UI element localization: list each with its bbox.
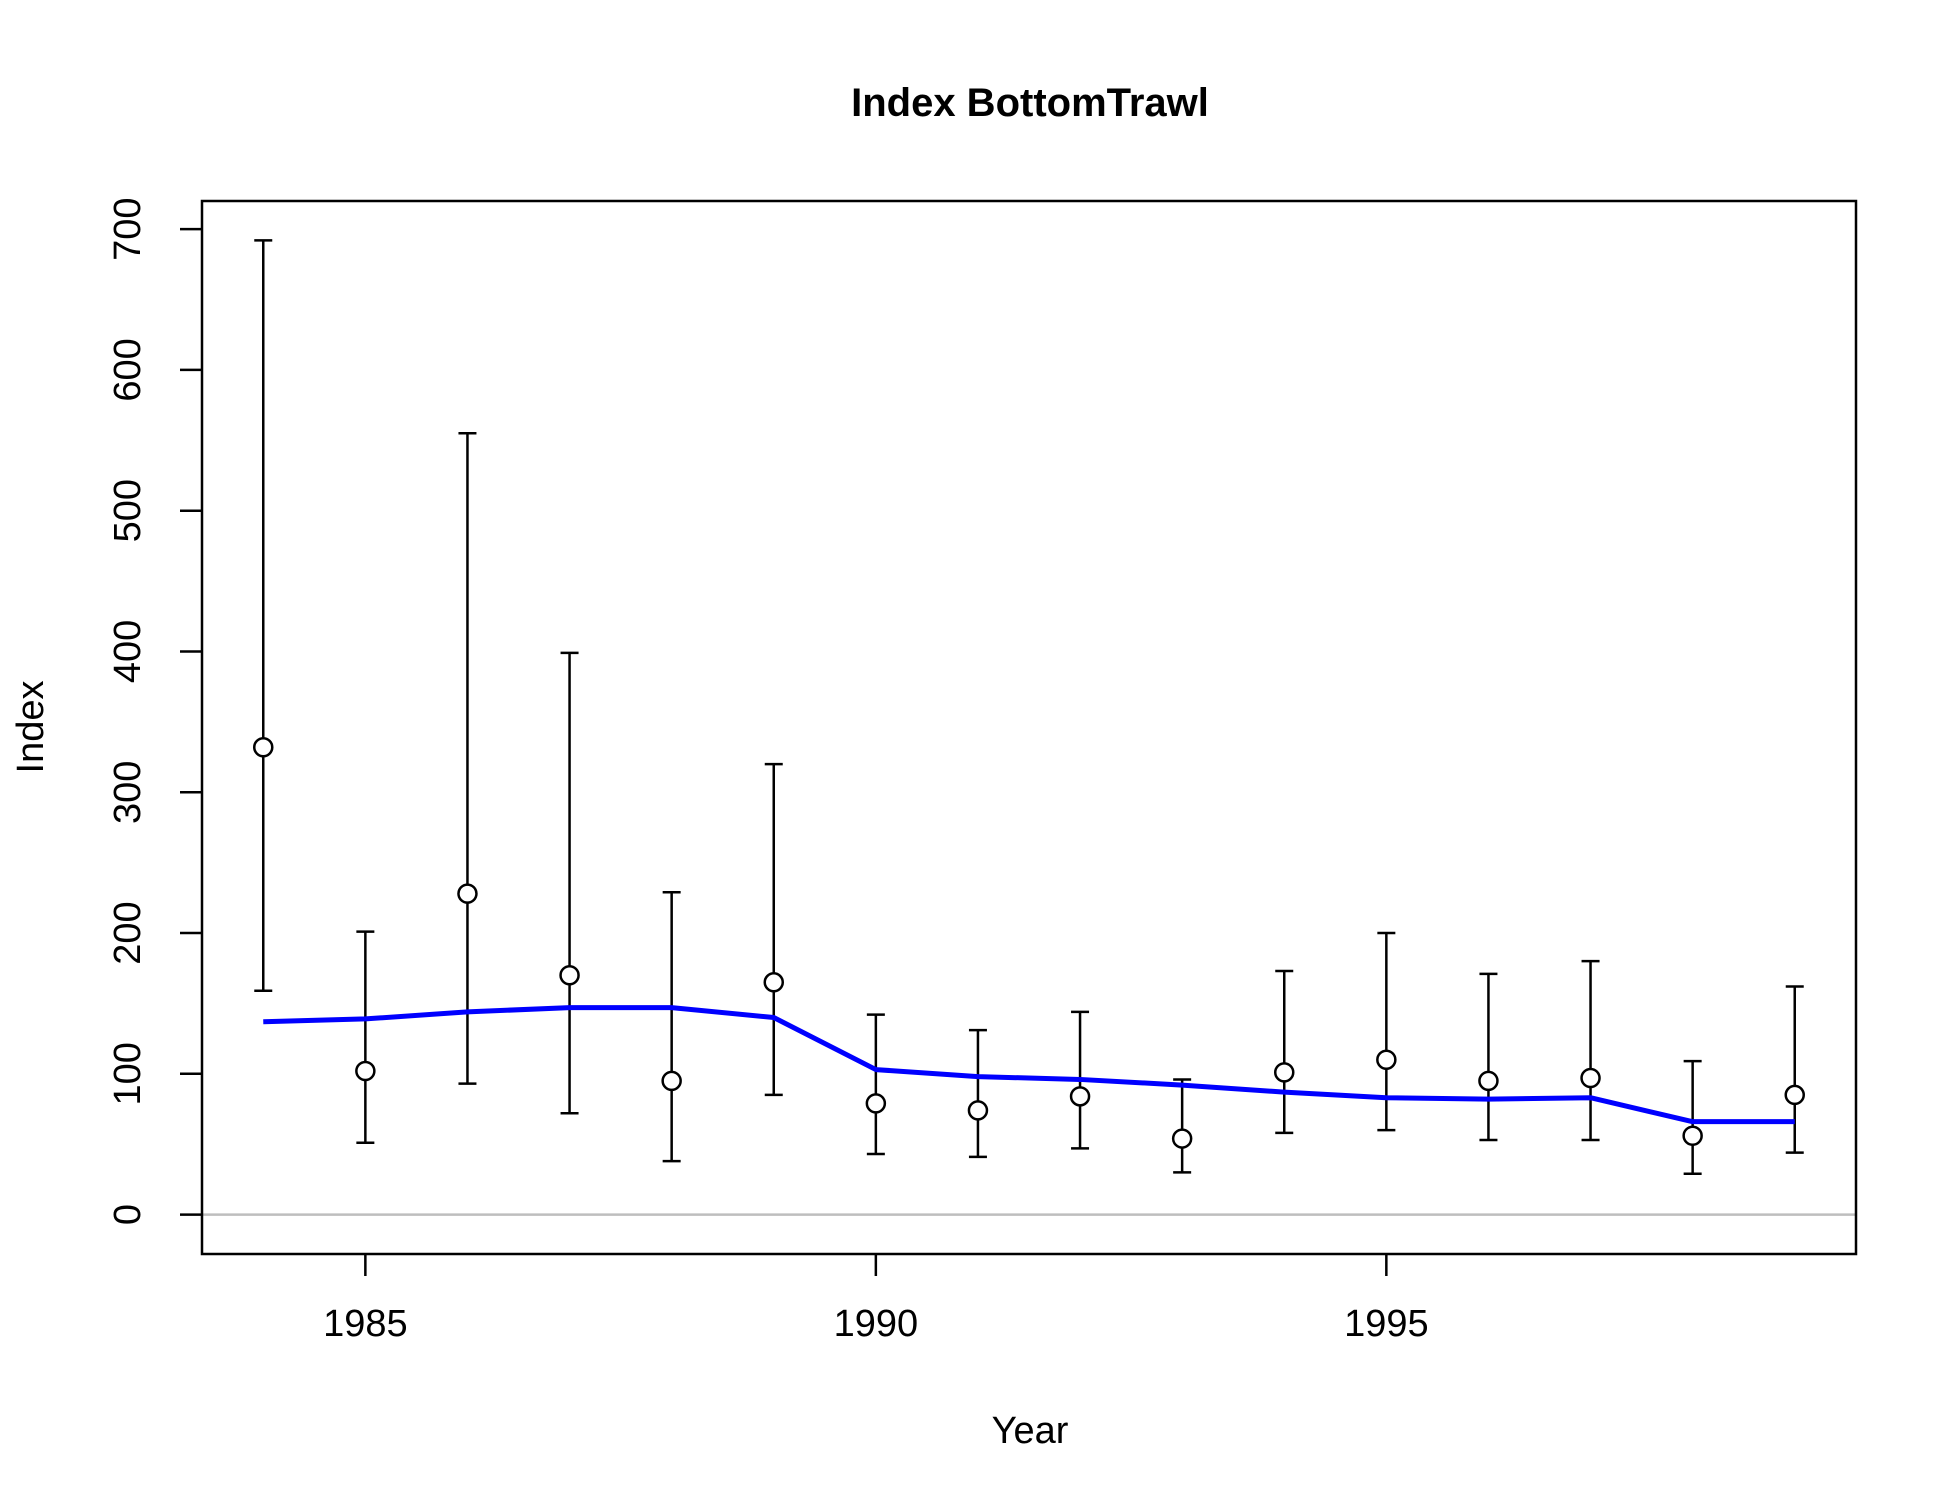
error-bar (866, 1013, 885, 1156)
error-bar (1785, 985, 1804, 1154)
fitted-series-line (263, 1005, 1795, 1125)
y-tick-label: 0 (107, 1204, 149, 1225)
observed-point (253, 736, 274, 758)
x-tick-label: 1985 (323, 1303, 408, 1345)
plot-frame (200, 199, 1858, 1256)
error-bar (1683, 1059, 1702, 1176)
error-bar (662, 890, 681, 1163)
observed-point (661, 1070, 682, 1092)
observed-point (1784, 1084, 1805, 1106)
chart-title: Index BottomTrawl (851, 81, 1209, 125)
error-bar (968, 1028, 987, 1159)
error-bar (1275, 969, 1294, 1135)
y-tick-label: 400 (107, 620, 149, 683)
error-bar (1581, 959, 1600, 1142)
error-bar (1173, 1078, 1192, 1174)
observed-point (457, 883, 478, 904)
error-bar (764, 762, 783, 1097)
observed-point (967, 1100, 989, 1121)
y-tick-label: 700 (107, 197, 149, 260)
error-bar (458, 432, 477, 1085)
observed-point (1376, 1049, 1397, 1070)
observed-point (355, 1060, 376, 1082)
observed-point (1171, 1128, 1193, 1149)
error-bar (560, 651, 579, 1115)
observed-point (865, 1093, 887, 1114)
error-bar (356, 930, 375, 1145)
error-bar (254, 239, 273, 992)
observed-point (1682, 1125, 1703, 1146)
y-tick-label: 100 (107, 1042, 149, 1105)
y-axis-label: Index (10, 681, 52, 774)
x-axis-label: Year (992, 1410, 1069, 1452)
observed-point (1580, 1067, 1601, 1089)
x-tick-label: 1995 (1344, 1303, 1429, 1345)
observed-point (1478, 1070, 1499, 1092)
x-tick-label: 1990 (834, 1303, 919, 1345)
observed-point (1273, 1062, 1295, 1083)
observed-point (559, 965, 580, 986)
y-tick-label: 300 (107, 761, 149, 824)
observed-point (763, 972, 785, 993)
y-tick-label: 500 (107, 479, 149, 542)
observed-point (1069, 1086, 1091, 1107)
y-tick-label: 200 (107, 901, 149, 964)
error-bar (1479, 972, 1498, 1142)
error-bar (1377, 931, 1396, 1132)
y-tick-label: 600 (107, 338, 149, 401)
